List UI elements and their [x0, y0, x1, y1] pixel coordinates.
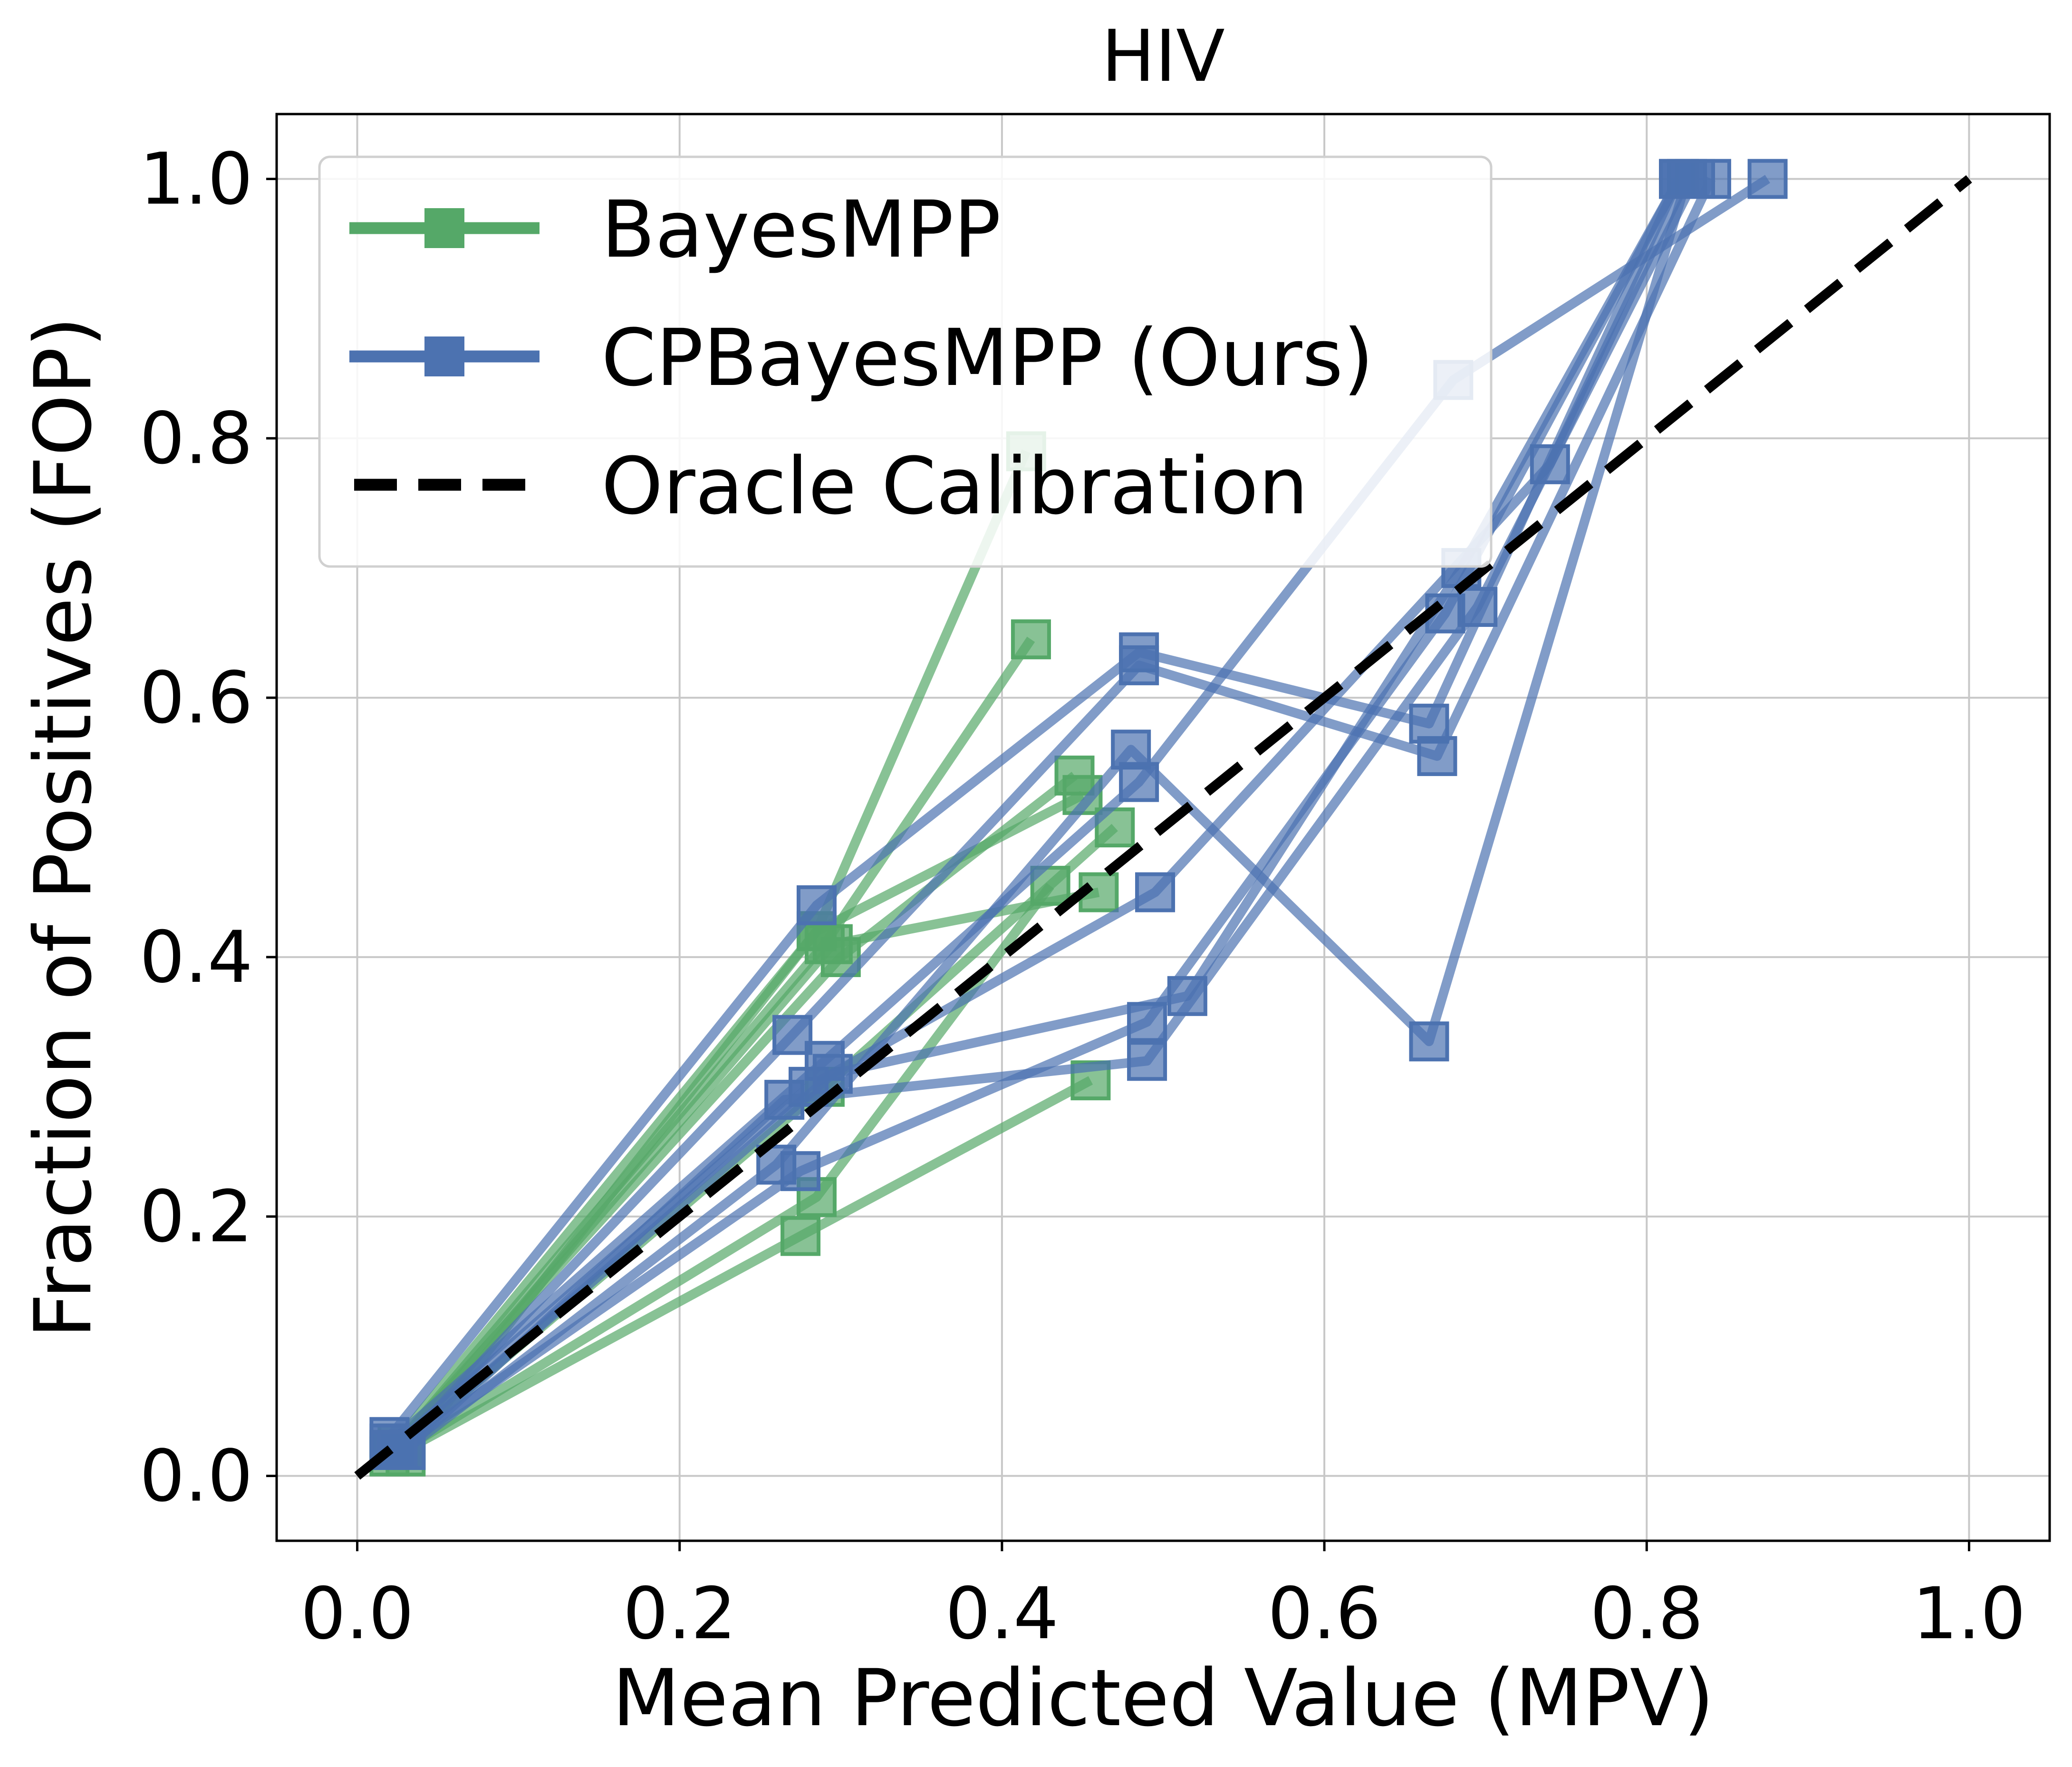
cpbayesmpp-point: [781, 1151, 821, 1191]
cpbayesmpp-point: [812, 1054, 853, 1094]
chart-title: HIV: [1101, 15, 1225, 98]
cpbayesmpp-point: [1119, 762, 1159, 802]
cpbayesmpp-point: [772, 1015, 813, 1055]
cpbayesmpp-point: [1409, 1021, 1449, 1062]
legend: BayesMPP CPBayesMPP (Ours) Oracle Calibr…: [318, 155, 1493, 568]
x-tick-label: 0.2: [623, 1573, 736, 1655]
cpbayesmpp-point: [1127, 1041, 1167, 1081]
x-tick-label: 1.0: [1912, 1573, 2026, 1655]
legend-cp-marker: [424, 336, 464, 376]
bayesmpp-point: [1011, 619, 1051, 660]
x-tick-label: 0.6: [1268, 1573, 1381, 1655]
y-tick-label: 0.6: [139, 657, 253, 739]
legend-bayes-marker: [424, 208, 464, 248]
y-tick-label: 0.0: [139, 1435, 253, 1518]
cpbayesmpp-point: [1167, 976, 1207, 1016]
x-tick-label: 0.0: [300, 1573, 414, 1655]
y-tick-label: 1.0: [139, 138, 253, 221]
y-tick-label: 0.8: [139, 397, 253, 480]
legend-label-bayesmpp: BayesMPP: [601, 184, 1001, 275]
axes-frame: [275, 113, 2051, 1542]
cpbayesmpp-point: [1119, 645, 1159, 685]
axis-ticks: 0.0 0.2 0.4 0.6 0.8 1.0 0.0 0.2 0.4 0.6 0.8 1.0: [139, 138, 2025, 1655]
oracle-calibration-line: [354, 175, 1972, 1480]
cpbayesmpp-point: [1135, 872, 1176, 912]
cpbayesmpp-point: [1457, 587, 1498, 627]
cpbayesmpp-point: [1530, 444, 1570, 484]
legend-box: [318, 155, 1493, 568]
y-tick-label: 0.2: [139, 1176, 253, 1258]
x-tick-label: 0.8: [1590, 1573, 1704, 1655]
bayesmpp-point: [781, 1216, 821, 1256]
y-tick-label: 0.4: [139, 916, 253, 999]
plot-area: [354, 159, 1972, 1480]
legend-label-cpbayesmpp: CPBayesMPP (Ours): [601, 312, 1374, 403]
y-axis-label: Fraction of Positives (FOP): [18, 317, 109, 1338]
x-tick-label: 0.4: [945, 1573, 1059, 1655]
cpbayesmpp-point: [1417, 736, 1457, 776]
cpbayesmpp-point: [1659, 159, 1699, 199]
cpbayesmpp-point: [796, 885, 837, 925]
x-axis-label: Mean Predicted Value (MPV): [612, 1652, 1714, 1744]
legend-label-oracle: Oracle Calibration: [601, 441, 1308, 532]
cpbayesmpp-point: [1747, 159, 1788, 199]
